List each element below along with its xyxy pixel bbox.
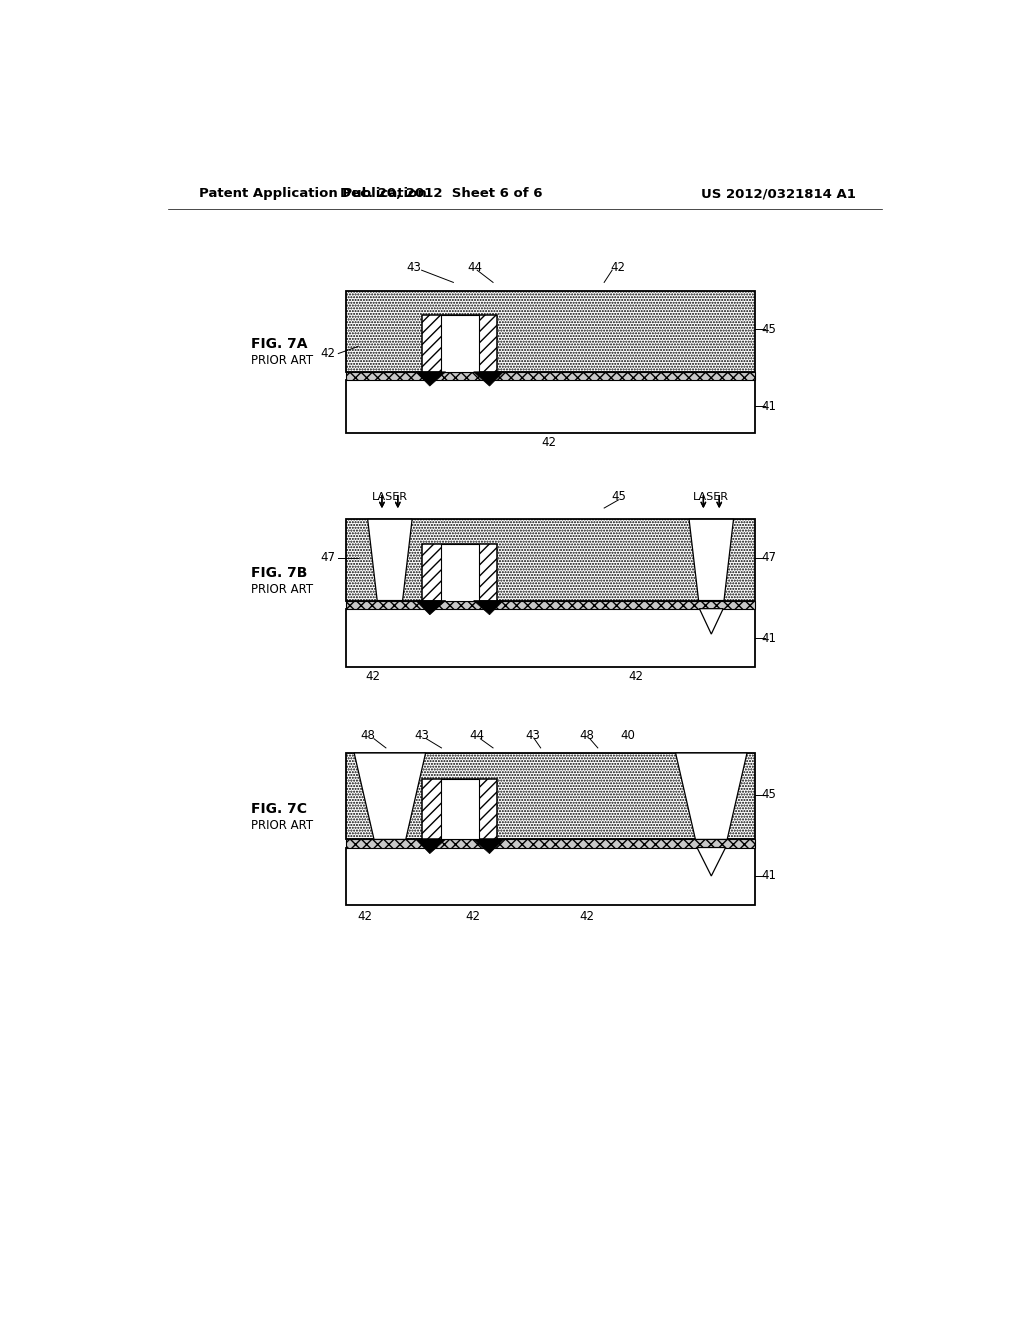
Text: 42: 42 — [357, 909, 372, 923]
Text: 42: 42 — [580, 909, 594, 923]
Text: 42: 42 — [610, 260, 625, 273]
Bar — [346, 840, 755, 847]
Text: 44: 44 — [467, 260, 482, 273]
Text: 41: 41 — [761, 400, 776, 413]
Text: 42: 42 — [629, 671, 643, 684]
Bar — [440, 315, 478, 372]
Text: 47: 47 — [761, 552, 776, 565]
Text: 45: 45 — [761, 322, 776, 335]
Bar — [346, 290, 755, 372]
Bar — [440, 779, 478, 840]
Polygon shape — [368, 519, 412, 601]
Polygon shape — [416, 840, 445, 854]
Text: FIG. 7C: FIG. 7C — [251, 801, 307, 816]
Polygon shape — [354, 752, 426, 840]
Bar — [346, 372, 755, 380]
Text: FIG. 7B: FIG. 7B — [251, 566, 307, 579]
Text: Dec. 20, 2012  Sheet 6 of 6: Dec. 20, 2012 Sheet 6 of 6 — [340, 187, 543, 201]
Text: Patent Application Publication: Patent Application Publication — [200, 187, 427, 201]
Bar — [346, 847, 755, 906]
Text: 47: 47 — [321, 552, 336, 565]
Text: 41: 41 — [761, 632, 776, 644]
Polygon shape — [416, 601, 445, 615]
Text: 42: 42 — [321, 347, 336, 360]
Polygon shape — [676, 752, 748, 840]
Text: US 2012/0321814 A1: US 2012/0321814 A1 — [701, 187, 856, 201]
Text: PRIOR ART: PRIOR ART — [251, 583, 313, 595]
Text: LASER: LASER — [693, 492, 729, 502]
Polygon shape — [699, 609, 723, 634]
Text: 44: 44 — [470, 729, 484, 742]
Text: PRIOR ART: PRIOR ART — [251, 354, 313, 367]
Polygon shape — [416, 372, 445, 385]
Text: 42: 42 — [466, 909, 480, 923]
Text: PRIOR ART: PRIOR ART — [251, 818, 313, 832]
Bar — [440, 544, 478, 601]
Polygon shape — [697, 847, 726, 876]
Bar — [346, 519, 755, 601]
Text: 43: 43 — [414, 729, 429, 742]
Text: 41: 41 — [761, 870, 776, 883]
Polygon shape — [689, 519, 733, 601]
Text: 40: 40 — [621, 729, 636, 742]
Text: 45: 45 — [761, 788, 776, 801]
Bar — [422, 544, 498, 601]
Polygon shape — [474, 601, 504, 615]
Text: 42: 42 — [541, 437, 556, 450]
Text: LASER: LASER — [372, 492, 408, 502]
Bar — [422, 315, 498, 372]
Text: 48: 48 — [360, 729, 375, 742]
Text: 42: 42 — [365, 671, 380, 684]
Bar — [346, 380, 755, 433]
Bar — [346, 601, 755, 609]
Text: 43: 43 — [407, 260, 421, 273]
Polygon shape — [474, 372, 504, 385]
Bar — [346, 609, 755, 667]
Text: 43: 43 — [525, 729, 541, 742]
Text: 48: 48 — [580, 729, 594, 742]
Polygon shape — [474, 840, 504, 854]
Bar — [422, 779, 498, 840]
Text: FIG. 7A: FIG. 7A — [251, 338, 307, 351]
Text: 45: 45 — [611, 490, 626, 503]
Bar — [346, 752, 755, 840]
